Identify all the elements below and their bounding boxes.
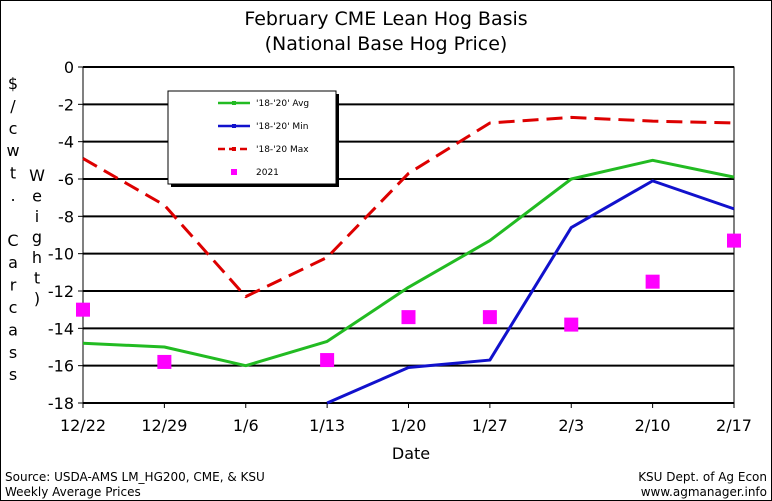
x-tick-label: 2/17 bbox=[716, 416, 752, 435]
y-axis-label-char: ) bbox=[34, 289, 40, 308]
site-credit: www.agmanager.info bbox=[640, 485, 767, 499]
chart-title: February CME Lean Hog Basis bbox=[244, 8, 528, 30]
legend-label: 2021 bbox=[256, 168, 279, 178]
y-tick-label: -6 bbox=[58, 170, 74, 189]
chart-subtitle: (National Base Hog Price) bbox=[264, 33, 508, 55]
y-axis-label-char: $ bbox=[8, 74, 18, 93]
series-line-18-20-avg bbox=[82, 158, 735, 368]
x-tick-label: 12/29 bbox=[141, 416, 187, 435]
y-axis-label-char: i bbox=[35, 207, 39, 226]
y-axis-label-char: g bbox=[32, 228, 42, 247]
marker-2021 bbox=[401, 310, 416, 325]
y-axis-label-char: c bbox=[9, 298, 18, 317]
y-tick-label: -18 bbox=[48, 394, 74, 413]
x-axis-label: Date bbox=[392, 444, 430, 463]
y-tick-label: -14 bbox=[48, 319, 74, 338]
legend-swatch-marker bbox=[232, 101, 236, 105]
marker-2021 bbox=[320, 353, 335, 368]
y-axis-label-char: s bbox=[9, 343, 17, 362]
marker-2021 bbox=[727, 233, 741, 248]
marker-2021 bbox=[157, 354, 172, 369]
series-line-18-20-max bbox=[82, 115, 735, 299]
y-tick-label: -12 bbox=[48, 282, 74, 301]
legend-label: '18-'20' Avg bbox=[256, 99, 309, 109]
legend-swatch bbox=[231, 169, 237, 175]
marker-2021 bbox=[482, 310, 497, 325]
legend-box bbox=[167, 90, 337, 185]
y-axis-label-char: / bbox=[10, 96, 16, 115]
x-tick-label: 1/20 bbox=[391, 416, 427, 435]
y-tick-label: -16 bbox=[48, 357, 74, 376]
y-axis-label-char: c bbox=[9, 119, 18, 138]
x-tick-label: 12/22 bbox=[60, 416, 106, 435]
y-axis-label-char: C bbox=[7, 231, 18, 250]
y-tick-label: 0 bbox=[64, 58, 74, 77]
y-axis-label-char: a bbox=[8, 253, 18, 272]
footer-credit-block: KSU Dept. of Ag Econ www.agmanager.info bbox=[638, 470, 767, 500]
y-tick-label: -4 bbox=[58, 133, 74, 152]
x-tick-label: 2/3 bbox=[558, 416, 584, 435]
y-axis-label-char: t bbox=[10, 164, 16, 183]
series-line-18-20-min bbox=[326, 179, 735, 405]
y-axis-label-char: h bbox=[32, 248, 42, 267]
y-axis-label-char: . bbox=[10, 186, 15, 205]
x-tick-label: 2/10 bbox=[635, 416, 671, 435]
marker-2021 bbox=[645, 274, 660, 289]
y-axis-label-char: s bbox=[9, 365, 17, 384]
y-axis-label-char: a bbox=[8, 320, 18, 339]
legend-swatch-marker bbox=[232, 147, 236, 151]
marker-2021 bbox=[564, 317, 579, 332]
y-tick-label: -10 bbox=[48, 245, 74, 264]
y-axis-label-char: r bbox=[10, 276, 17, 295]
x-tick-label: 1/27 bbox=[472, 416, 508, 435]
legend-swatch-marker bbox=[232, 124, 236, 128]
y-axis-label-char: w bbox=[6, 141, 19, 160]
footer-source-block: Source: USDA-AMS LM_HG200, CME, & KSU We… bbox=[5, 470, 265, 500]
x-tick-label: 1/13 bbox=[309, 416, 345, 435]
marker-2021 bbox=[76, 302, 90, 317]
legend-label: '18-'20' Min bbox=[256, 122, 308, 132]
y-axis-label-char: e bbox=[32, 187, 42, 206]
y-tick-label: -2 bbox=[58, 95, 74, 114]
legend-label: '18-'20 Max bbox=[256, 145, 309, 155]
y-tick-label: -8 bbox=[58, 207, 74, 226]
y-axis-label-char: t bbox=[34, 269, 40, 288]
weekly-note: Weekly Average Prices bbox=[5, 485, 141, 499]
org-credit: KSU Dept. of Ag Econ bbox=[638, 470, 767, 484]
x-tick-label: 1/6 bbox=[233, 416, 259, 435]
source-note: Source: USDA-AMS LM_HG200, CME, & KSU bbox=[5, 470, 265, 484]
y-axis-label-char: W bbox=[29, 166, 45, 185]
